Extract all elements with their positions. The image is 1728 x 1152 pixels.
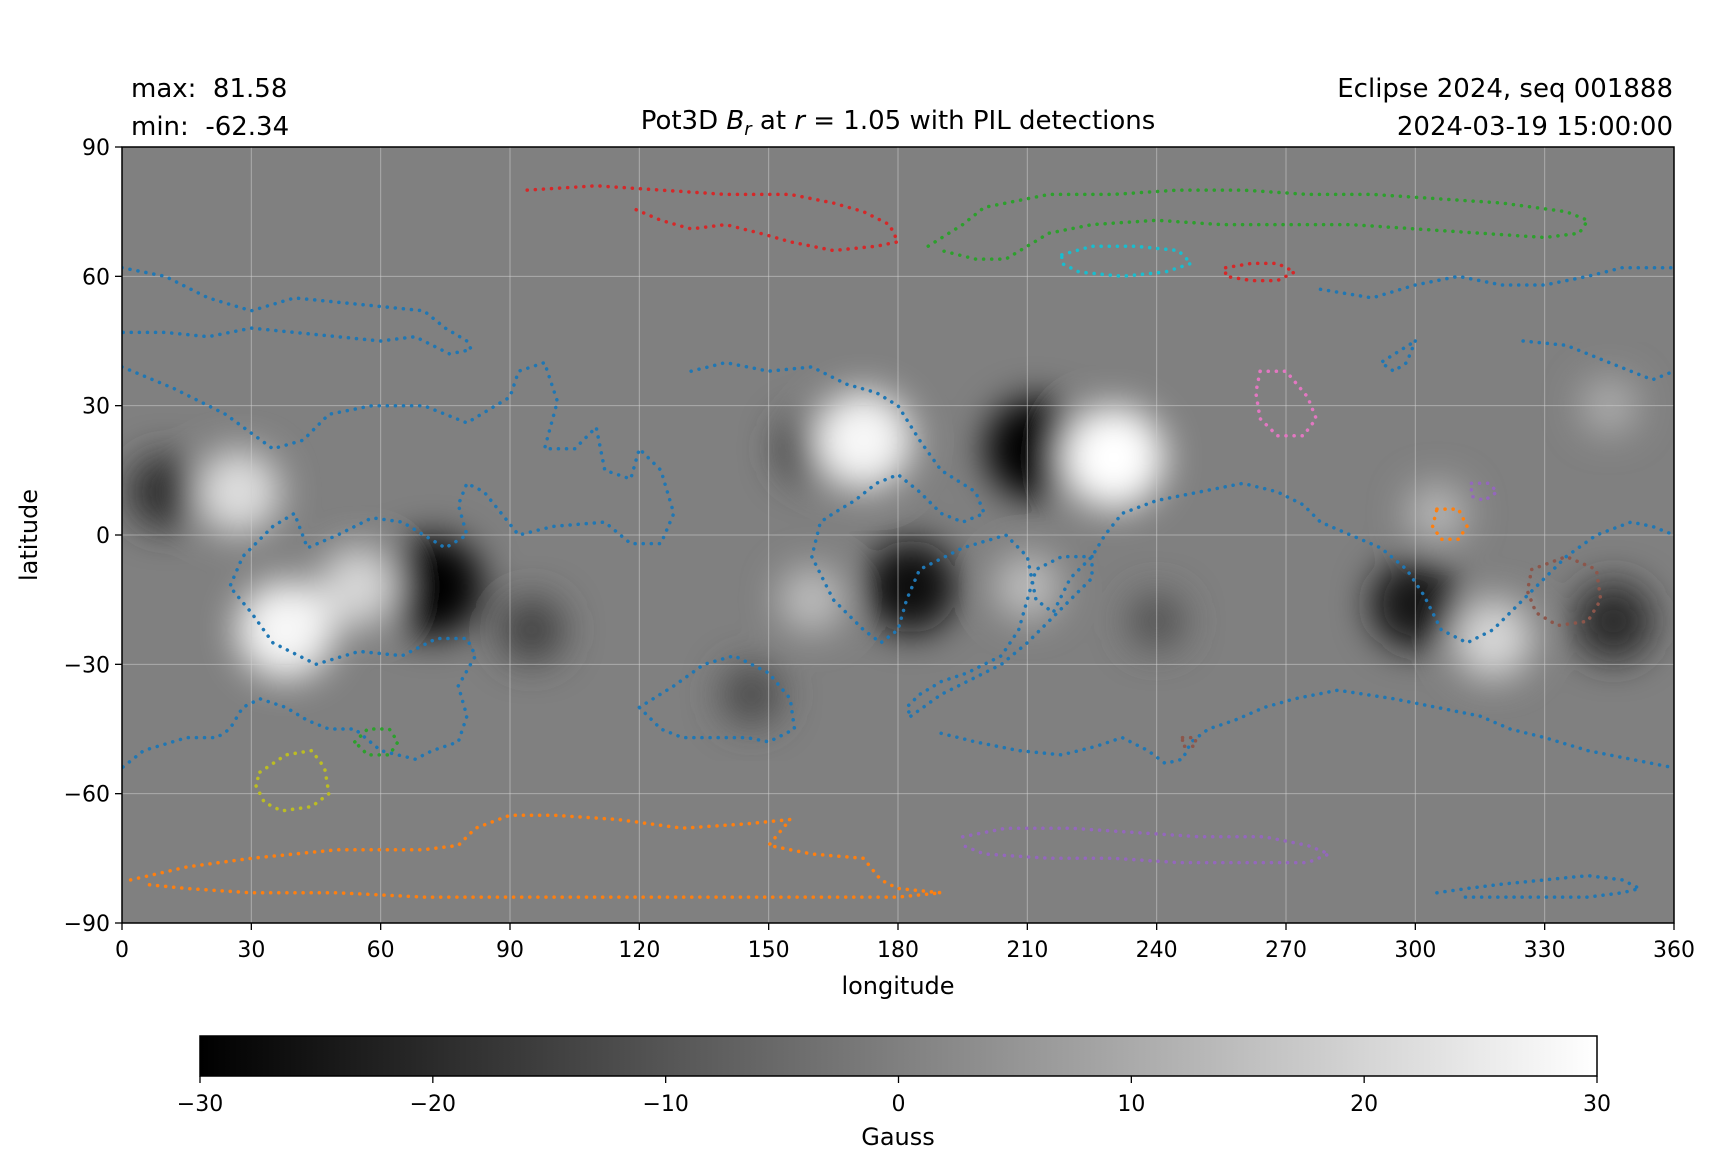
pil-contour bbox=[904, 554, 1094, 718]
pil-contour bbox=[1430, 507, 1469, 542]
y-tick-label: −90 bbox=[64, 912, 110, 937]
pil-contour bbox=[128, 813, 943, 899]
title-rvar: r bbox=[794, 106, 807, 136]
positive-polarity-patch bbox=[237, 581, 335, 679]
pil-contour bbox=[939, 688, 1674, 770]
y-tick-label: −60 bbox=[64, 783, 110, 808]
y-tick-label: 30 bbox=[82, 395, 110, 420]
pil-contour bbox=[1180, 735, 1198, 748]
pil-contour bbox=[525, 184, 900, 253]
negative-polarity-patch bbox=[984, 397, 1087, 500]
pil-contour bbox=[353, 727, 400, 757]
x-tick-label: 240 bbox=[1136, 938, 1178, 963]
x-tick-label: 120 bbox=[618, 938, 660, 963]
pil-contour bbox=[1060, 244, 1193, 279]
x-axis-label: longitude bbox=[841, 972, 954, 1000]
x-tick-label: 0 bbox=[115, 938, 129, 963]
title-suffix: = 1.05 with PIL detections bbox=[805, 106, 1155, 136]
negative-polarity-patch bbox=[720, 663, 783, 726]
colorbar-ticks: −30 −20 −10 0 10 20 30 bbox=[177, 1076, 1611, 1117]
chart-title: Pot3D Br at r = 1.05 with PIL detections bbox=[641, 106, 1156, 140]
x-tick-label: 360 bbox=[1653, 938, 1695, 963]
colorbar-tick-label: −30 bbox=[177, 1092, 223, 1117]
x-tick-label: 180 bbox=[877, 938, 919, 963]
pil-contours bbox=[122, 184, 1674, 899]
colorbar-tick-label: −10 bbox=[642, 1092, 688, 1117]
colorbar-tick-label: 20 bbox=[1350, 1092, 1378, 1117]
pil-contour bbox=[637, 653, 797, 744]
colorbar-tick-label: 30 bbox=[1583, 1092, 1611, 1117]
positive-polarity-patch bbox=[1405, 482, 1469, 545]
title-prefix: Pot3D bbox=[641, 106, 727, 136]
pil-contour bbox=[960, 826, 1331, 865]
x-tick-label: 60 bbox=[367, 938, 395, 963]
x-tick-label: 330 bbox=[1524, 938, 1566, 963]
pil-contour bbox=[1223, 261, 1297, 283]
negative-polarity-patch bbox=[1573, 581, 1654, 662]
title-var: B bbox=[726, 106, 744, 136]
pil-contour bbox=[1318, 265, 1674, 300]
y-axis-label: latitude bbox=[15, 489, 43, 581]
positive-polarity-patch bbox=[196, 449, 281, 535]
positive-polarity-patch bbox=[1452, 598, 1533, 679]
max-label: max: 81.58 bbox=[131, 74, 287, 104]
colorbar-tick-label: 10 bbox=[1117, 1092, 1145, 1117]
pil-contour bbox=[926, 188, 1590, 261]
positive-polarity-patch bbox=[1062, 406, 1165, 509]
y-tick-label: 0 bbox=[96, 524, 110, 549]
y-axis: 90 60 30 0 −30 −60 −90 bbox=[64, 136, 122, 937]
positive-polarity-patch bbox=[778, 566, 846, 634]
negative-polarity-patch bbox=[381, 535, 484, 638]
colorbar-label: Gauss bbox=[861, 1123, 935, 1151]
pil-contour bbox=[1254, 369, 1318, 438]
x-tick-label: 300 bbox=[1394, 938, 1436, 963]
pil-contour bbox=[1379, 339, 1418, 373]
plot-area bbox=[122, 147, 1674, 923]
pil-contour bbox=[689, 360, 1674, 645]
x-tick-label: 150 bbox=[748, 938, 790, 963]
seq-label: Eclipse 2024, seq 001888 bbox=[1337, 74, 1673, 104]
field-blobs bbox=[127, 376, 1654, 726]
datetime-label: 2024-03-19 15:00:00 bbox=[1397, 112, 1673, 142]
min-label: min: -62.34 bbox=[131, 112, 289, 142]
pil-contour bbox=[1435, 873, 1642, 899]
x-tick-label: 90 bbox=[496, 938, 524, 963]
title-mid: at bbox=[752, 106, 795, 136]
x-tick-label: 210 bbox=[1006, 938, 1048, 963]
pil-contour bbox=[253, 748, 331, 813]
pil-contour bbox=[1521, 339, 1674, 382]
x-axis: 0 30 60 90 120 150 180 210 240 270 300 330 360 bbox=[115, 923, 1695, 963]
pil-contour bbox=[1525, 554, 1603, 628]
positive-polarity-patch bbox=[814, 391, 913, 489]
x-tick-label: 270 bbox=[1265, 938, 1307, 963]
colorbar bbox=[199, 1035, 1598, 1077]
pil-contour bbox=[122, 360, 676, 770]
y-tick-label: 90 bbox=[82, 136, 110, 161]
colorbar-tick-label: 0 bbox=[892, 1092, 906, 1117]
negative-polarity-patch bbox=[127, 454, 203, 530]
title-sub: r bbox=[744, 119, 753, 140]
y-tick-label: 60 bbox=[82, 265, 110, 290]
positive-polarity-patch bbox=[319, 546, 400, 627]
colorbar-tick-label: −20 bbox=[410, 1092, 456, 1117]
y-tick-label: −30 bbox=[64, 653, 110, 678]
x-tick-label: 30 bbox=[237, 938, 265, 963]
negative-polarity-patch bbox=[498, 596, 565, 664]
